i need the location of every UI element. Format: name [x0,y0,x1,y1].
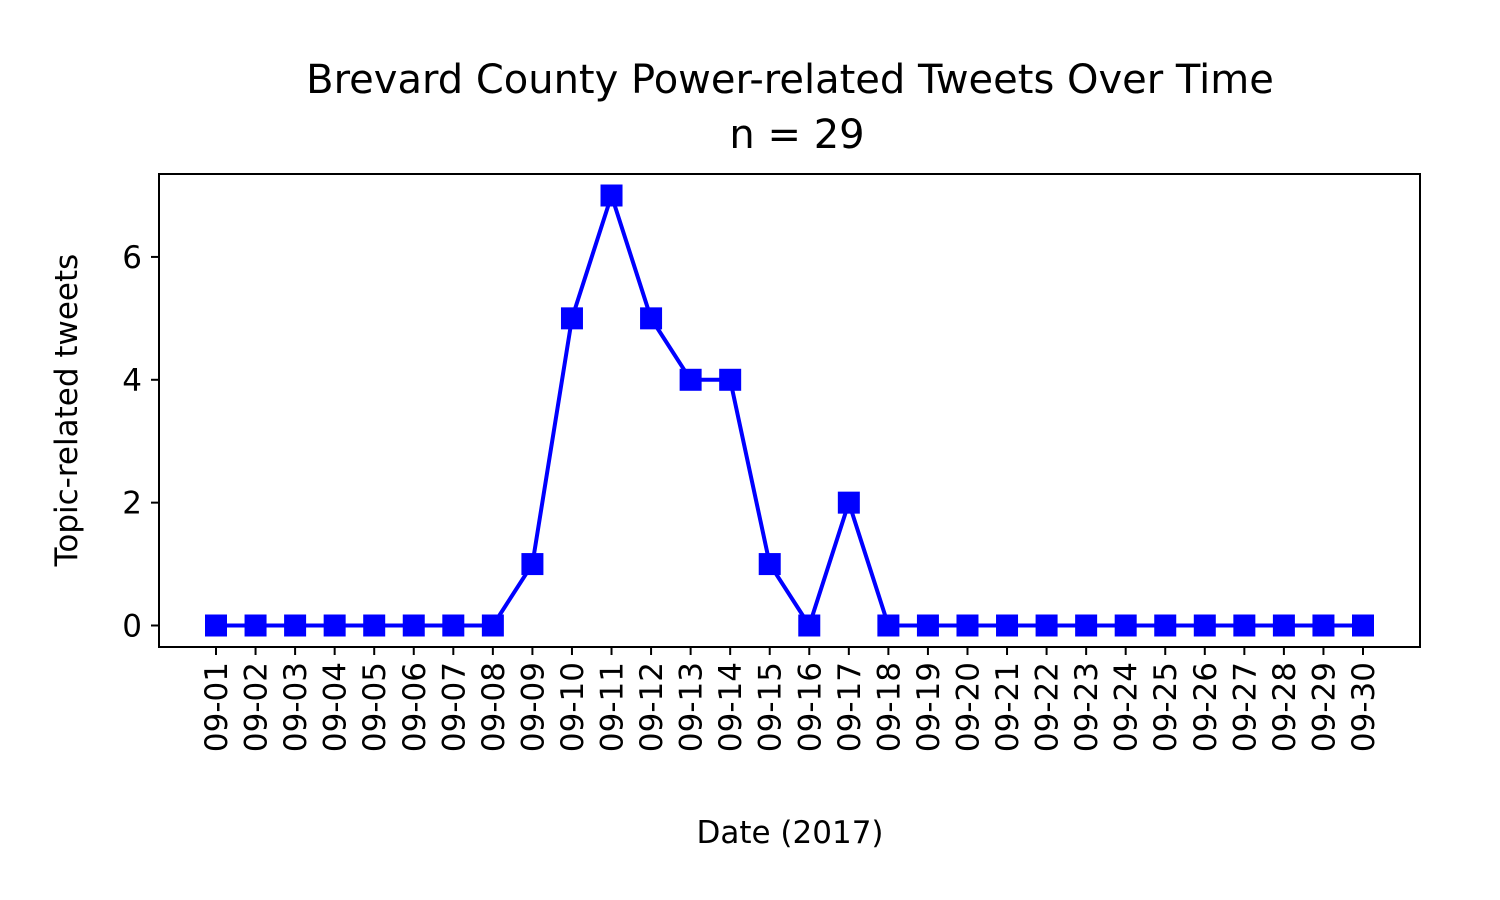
data-point-marker [442,614,465,637]
x-tick-label: 09-30 [1346,662,1382,752]
y-tick-label: 4 [122,363,142,399]
data-point-marker [719,368,742,391]
data-point-marker [679,368,702,391]
data-point-marker [1154,614,1177,637]
x-tick-label: 09-12 [634,662,670,752]
x-tick-label: 09-29 [1306,662,1342,752]
x-tick-label: 09-08 [476,662,512,752]
x-tick-label: 09-22 [1030,662,1066,752]
x-tick-label: 09-01 [199,662,235,752]
data-point-marker [1114,614,1137,637]
data-point-marker [1352,614,1374,637]
x-tick-label: 09-28 [1267,662,1303,752]
data-point-marker [916,614,939,637]
x-tick-label: 09-27 [1227,662,1263,752]
data-point-marker [1233,614,1256,637]
x-tick-label: 09-14 [713,662,749,752]
x-tick-label: 09-05 [357,662,393,752]
x-tick-label: 09-20 [950,662,986,752]
data-point-marker [640,307,663,330]
data-point-marker [244,614,267,637]
data-point-marker [758,553,781,576]
y-tick-label: 6 [122,240,142,276]
x-tick-label: 09-26 [1188,662,1224,752]
x-tick-label: 09-13 [674,662,710,752]
x-tick-label: 09-10 [555,662,591,752]
x-tick-label: 09-04 [318,662,354,752]
data-point-marker [956,614,979,637]
x-tick-label: 09-02 [239,662,275,752]
data-point-marker [1312,614,1335,637]
data-point-marker [837,491,860,514]
x-tick-label: 09-16 [792,662,828,752]
chart-subtitle: n = 29 [729,112,864,158]
chart-title: Brevard County Power-related Tweets Over… [306,57,1274,103]
x-tick-label: 09-24 [1109,662,1145,752]
data-point-marker [284,614,307,637]
data-point-marker [1035,614,1058,637]
data-point-marker [521,553,544,576]
plot-frame [158,173,1421,648]
y-axis-label: Topic-related tweets [49,254,85,568]
data-point-marker [481,614,504,637]
data-point-marker [996,614,1019,637]
x-tick-label: 09-09 [515,662,551,752]
x-tick-label: 09-21 [990,662,1026,752]
data-point-marker [877,614,900,637]
data-point-marker [1272,614,1295,637]
x-tick-label: 09-19 [911,662,947,752]
y-tick-label: 2 [122,486,142,522]
data-point-marker [323,614,346,637]
x-tick-label: 09-07 [436,662,472,752]
x-tick-label: 09-17 [832,662,868,752]
y-tick-label: 0 [122,609,142,645]
data-point-marker [1193,614,1216,637]
data-point-marker [1075,614,1098,637]
x-tick-label: 09-06 [397,662,433,752]
x-tick-label: 09-23 [1069,662,1105,752]
x-tick-label: 09-11 [595,662,631,752]
x-tick-label: 09-25 [1148,662,1184,752]
x-tick-label: 09-18 [871,662,907,752]
x-tick-label: 09-03 [278,662,314,752]
series-line [216,193,1363,628]
data-point-marker [560,307,583,330]
x-axis-label: Date (2017) [696,815,883,851]
data-point-marker [402,614,425,637]
data-point-marker [600,184,623,207]
data-point-marker [363,614,386,637]
x-tick-label: 09-15 [753,662,789,752]
data-point-marker [205,614,227,637]
data-point-marker [798,614,821,637]
